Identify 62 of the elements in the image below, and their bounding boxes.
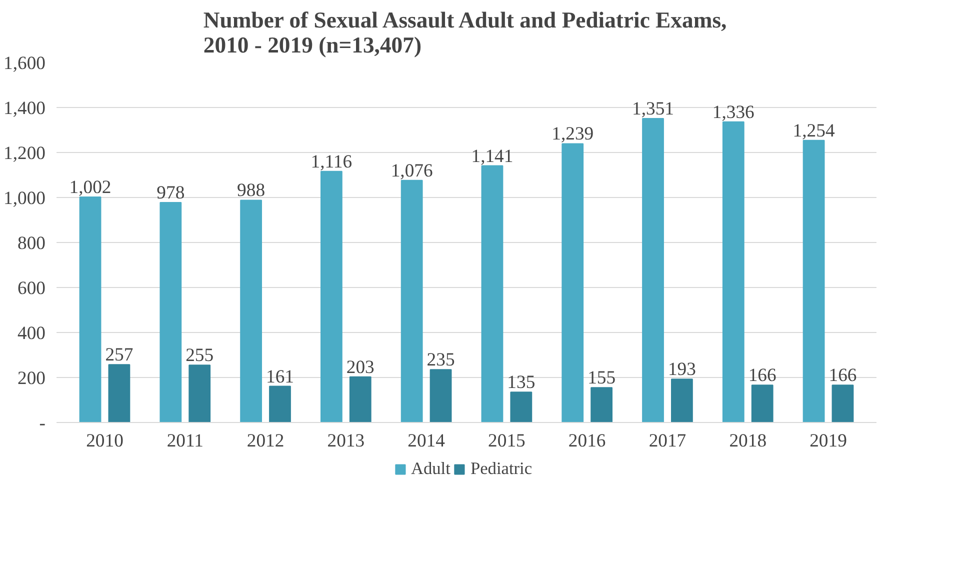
bar [400,180,423,422]
y-tick-label: 1,000 [4,188,46,209]
bar [481,165,504,422]
data-label: 988 [237,180,266,202]
data-label: 155 [588,368,616,389]
x-tick-label: 2013 [327,430,365,452]
data-label: 135 [507,372,536,394]
bar [269,386,291,422]
data-label: 1,351 [632,98,674,120]
bar [832,384,854,422]
bar [510,392,532,422]
data-label: 255 [186,345,214,366]
data-label: 166 [748,365,776,386]
y-tick-label: 600 [18,278,46,299]
y-tick-label: 1,600 [4,53,46,74]
y-tick-label: 1,200 [4,143,46,164]
data-label: 166 [828,365,857,386]
data-label: 257 [105,344,134,366]
data-label: 235 [426,350,455,371]
x-tick-label: 2010 [86,430,124,452]
bar [671,378,693,422]
x-tick-label: 2018 [729,430,767,452]
data-label: 203 [346,356,374,378]
data-label: 161 [266,366,294,388]
x-tick-label: 2011 [166,430,204,452]
bar [160,202,182,422]
bar [802,140,825,422]
bar [751,384,774,422]
chart-title: Number of Sexual Assault Adult and Pediatric Exams, 2010 - 2019 (n=13,407) [203,8,727,58]
bar [349,376,372,422]
x-tick-label: 2015 [488,430,526,452]
x-tick-label: 2019 [810,430,847,452]
bar [188,364,211,422]
x-tick-label: 2017 [648,430,686,452]
bar [590,387,613,422]
y-tick-label: - [39,413,46,434]
data-label: 1,336 [712,102,754,123]
legend-label: Pediatric [470,459,532,479]
bar [240,200,262,422]
x-tick-label: 2014 [408,430,446,452]
y-tick-label: 800 [18,233,46,254]
x-tick-label: 2016 [568,430,606,452]
x-tick-label: 2012 [246,430,284,452]
data-label: 1,141 [471,146,514,167]
data-label: 1,239 [552,124,594,145]
bar [108,364,130,422]
bar [562,143,584,422]
y-tick-label: 200 [18,368,46,389]
legend-label: Adult [410,459,450,479]
data-label: 978 [156,182,185,204]
data-label: 1,254 [792,120,836,142]
y-tick-label: 1,400 [4,98,46,119]
bar [722,121,744,422]
bar [320,170,342,422]
bar [79,196,102,422]
bar [430,369,452,422]
data-label: 193 [668,359,696,380]
data-label: 1,116 [310,151,352,172]
data-label: 1,002 [69,177,112,198]
bar [642,118,664,422]
y-tick-label: 400 [18,323,46,344]
data-label: 1,076 [390,160,433,182]
